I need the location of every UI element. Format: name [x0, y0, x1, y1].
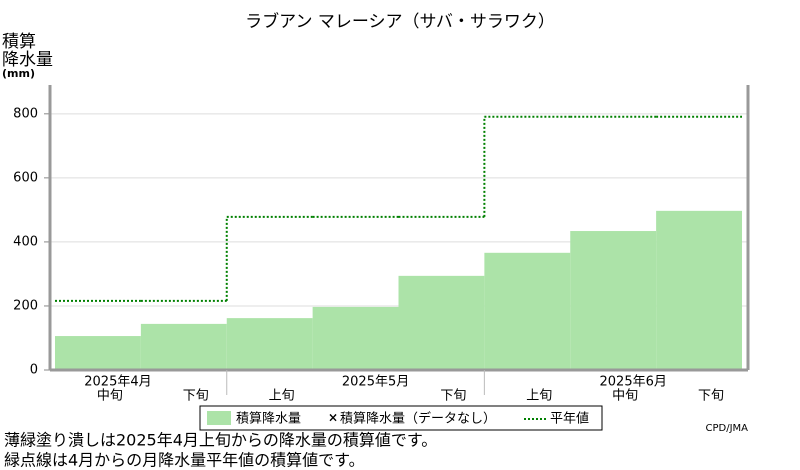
y-tick-label: 200	[13, 298, 38, 313]
y-axis-label: 積算	[2, 32, 36, 52]
month-label: 2025年4月	[84, 375, 151, 390]
month-label: 2025年5月	[342, 375, 409, 390]
bar	[484, 252, 571, 370]
bar	[398, 275, 485, 370]
x-tick-label: 上旬	[526, 389, 552, 404]
legend-label: 積算降水量（データなし）	[340, 411, 496, 427]
bar	[140, 323, 227, 370]
month-label: 2025年6月	[600, 375, 667, 390]
credit: CPD/JMA	[706, 423, 749, 434]
y-tick-label: 0	[30, 363, 38, 378]
x-tick-label: 下旬	[183, 389, 209, 404]
y-tick-label: 800	[13, 106, 38, 121]
y-tick-label: 600	[13, 170, 38, 185]
bar	[656, 210, 742, 370]
legend-box	[199, 405, 603, 431]
x-tick-label: 下旬	[698, 389, 724, 404]
bar	[55, 336, 141, 370]
chart-title: ラブアン マレーシア（サバ・サラワク）	[245, 11, 555, 32]
bar	[312, 306, 399, 370]
x-tick-label: 上旬	[269, 389, 295, 404]
note: 緑点線は4月からの月降水量平年値の積算値です。	[4, 451, 365, 470]
y-tick-label: 400	[13, 234, 38, 249]
y-axis-label: 降水量	[2, 50, 53, 70]
legend-swatch	[207, 411, 231, 425]
bar	[570, 231, 657, 370]
legend-marker: ×	[328, 411, 338, 425]
note: 薄緑塗り潰しは2025年4月上旬からの降水量の積算値です。	[4, 431, 437, 450]
x-tick-label: 中旬	[612, 389, 638, 404]
x-tick-label: 中旬	[97, 389, 123, 404]
bar	[226, 318, 313, 370]
legend-label: 積算降水量	[236, 412, 301, 427]
x-tick-label: 下旬	[440, 389, 466, 404]
y-axis-label: (mm)	[2, 67, 35, 80]
legend-label: 平年値	[550, 411, 589, 427]
